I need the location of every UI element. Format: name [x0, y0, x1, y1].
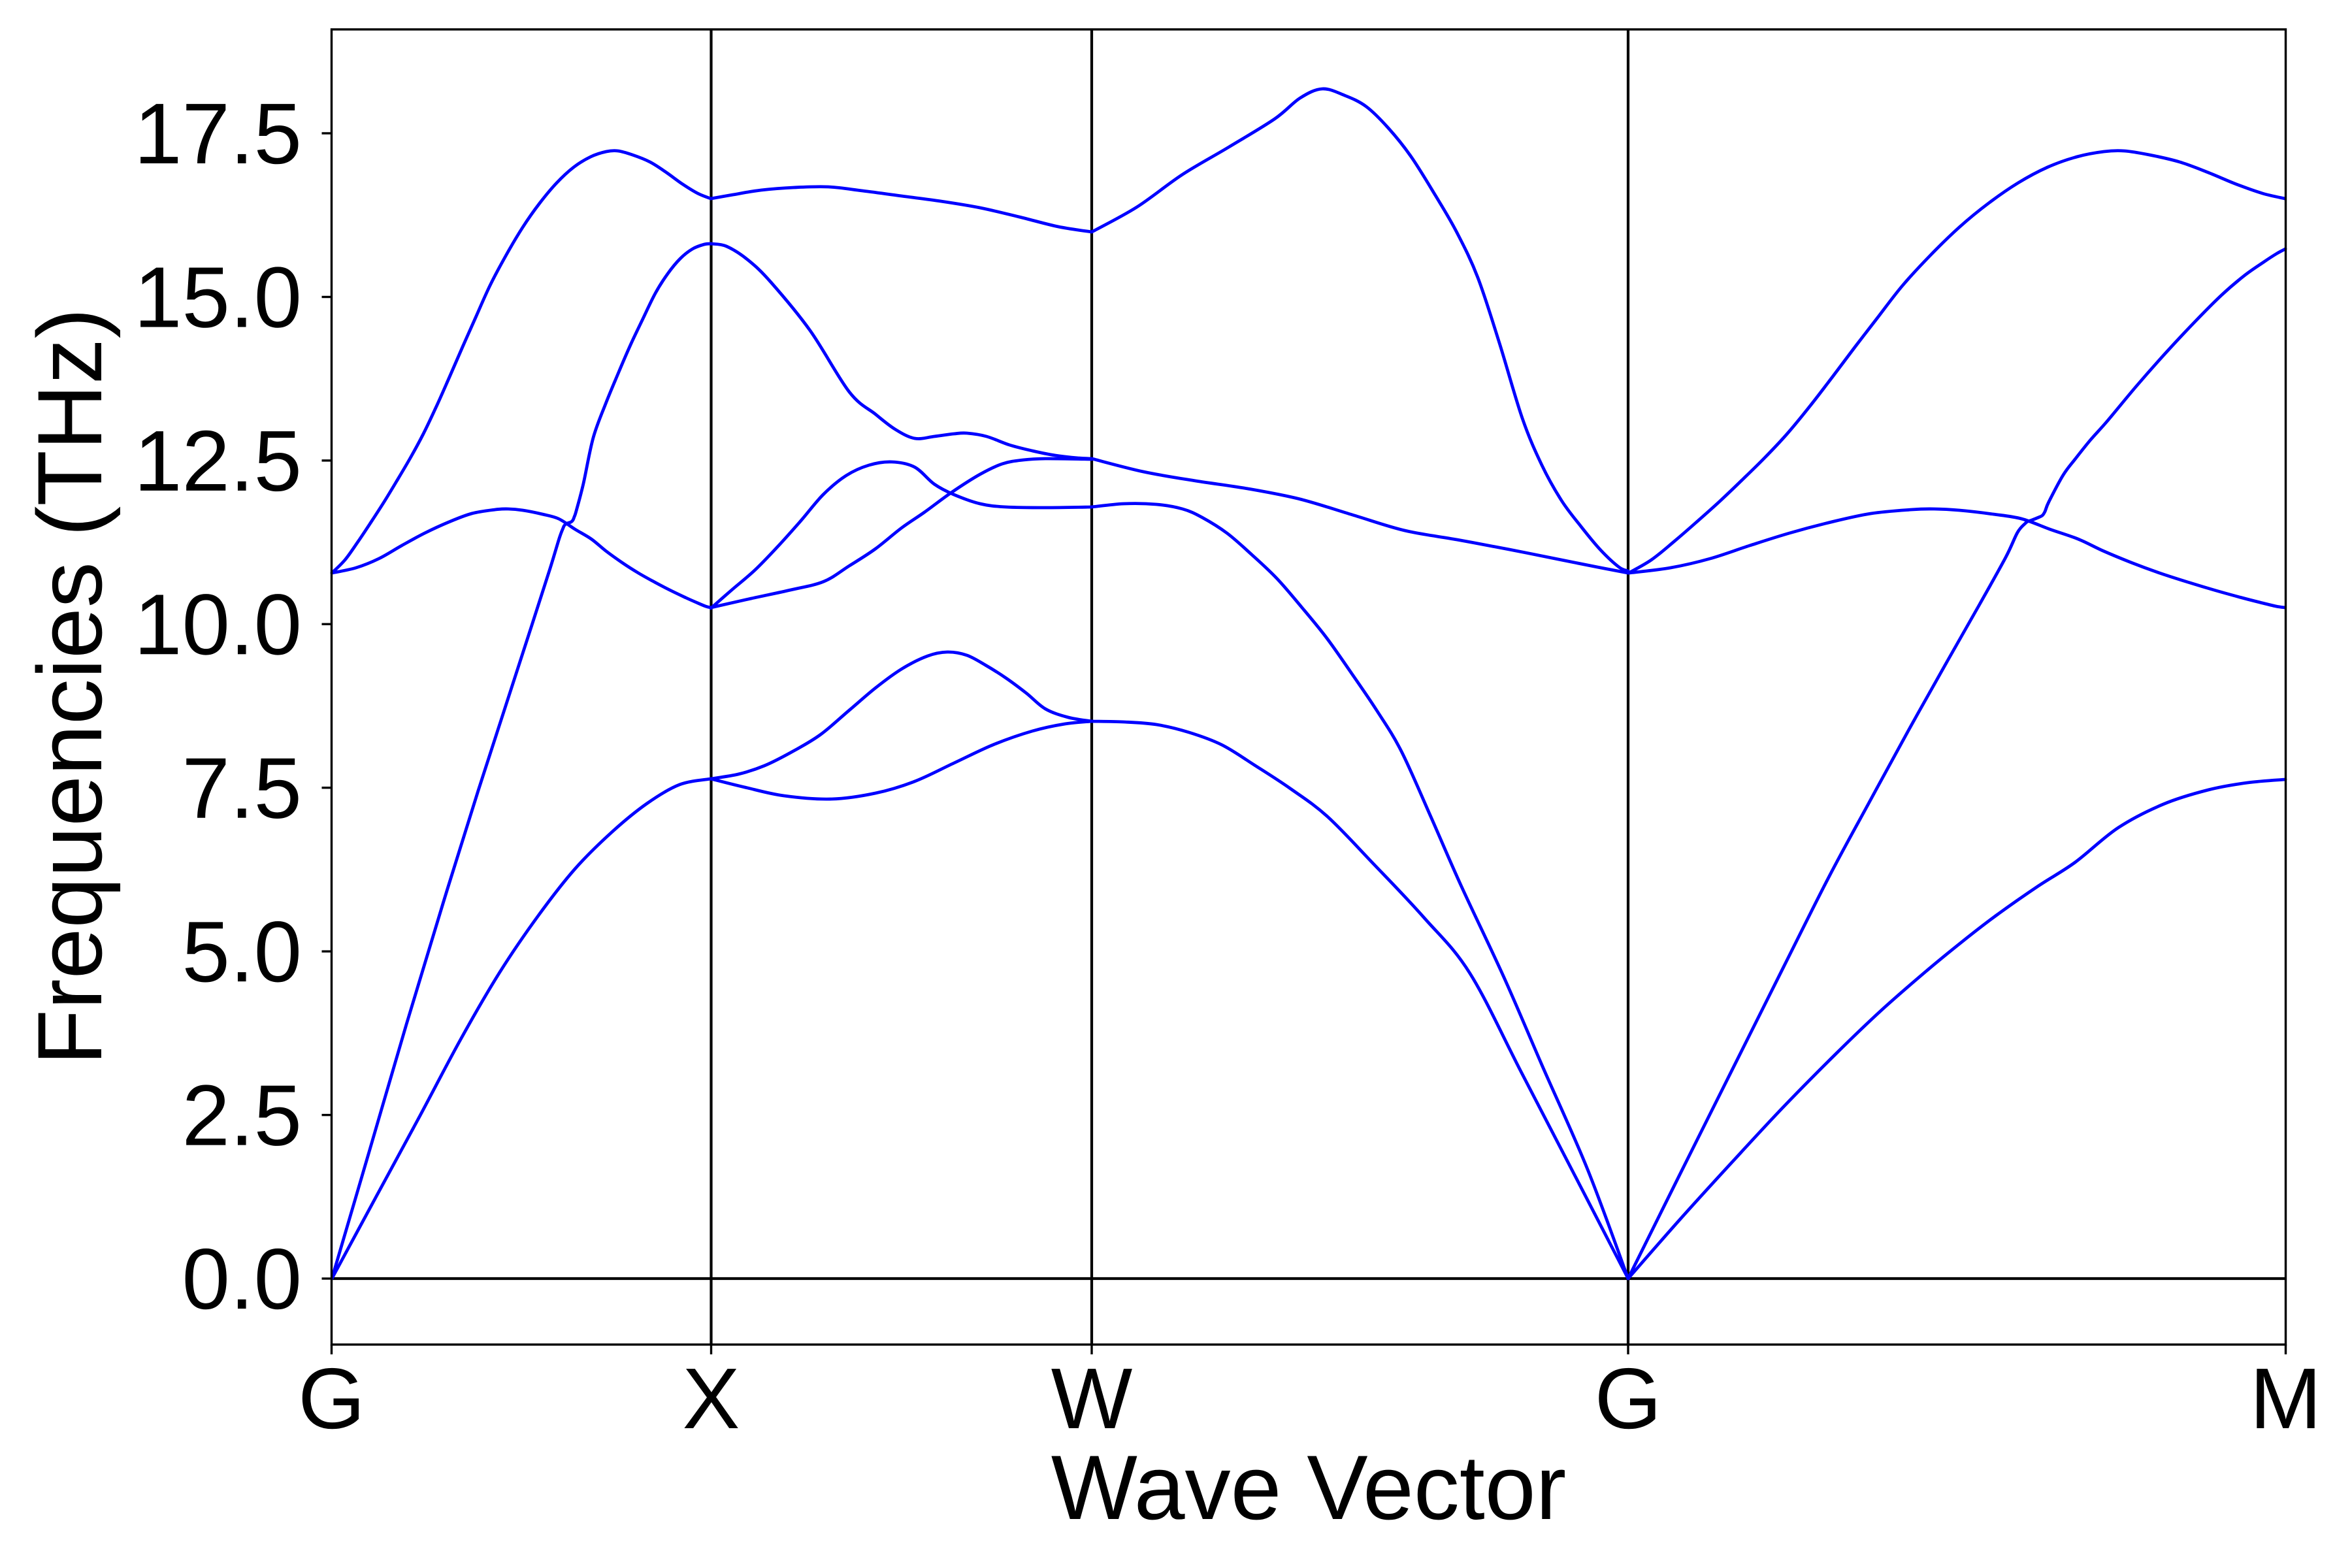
svg-text:G: G [1595, 1350, 1662, 1446]
svg-text:0.0: 0.0 [182, 1231, 302, 1327]
svg-text:Wave Vector: Wave Vector [1051, 1436, 1566, 1539]
svg-text:15.0: 15.0 [134, 250, 302, 346]
svg-text:X: X [682, 1350, 740, 1446]
svg-text:10.0: 10.0 [134, 576, 302, 672]
svg-text:Frequencies (THz): Frequencies (THz) [18, 308, 121, 1065]
svg-text:W: W [1051, 1350, 1133, 1446]
svg-text:7.5: 7.5 [182, 740, 302, 836]
svg-text:17.5: 17.5 [134, 86, 302, 182]
svg-text:G: G [298, 1350, 365, 1446]
svg-text:5.0: 5.0 [182, 904, 302, 1000]
svg-text:2.5: 2.5 [182, 1068, 302, 1164]
svg-text:12.5: 12.5 [134, 413, 302, 509]
svg-text:M: M [2250, 1350, 2322, 1446]
